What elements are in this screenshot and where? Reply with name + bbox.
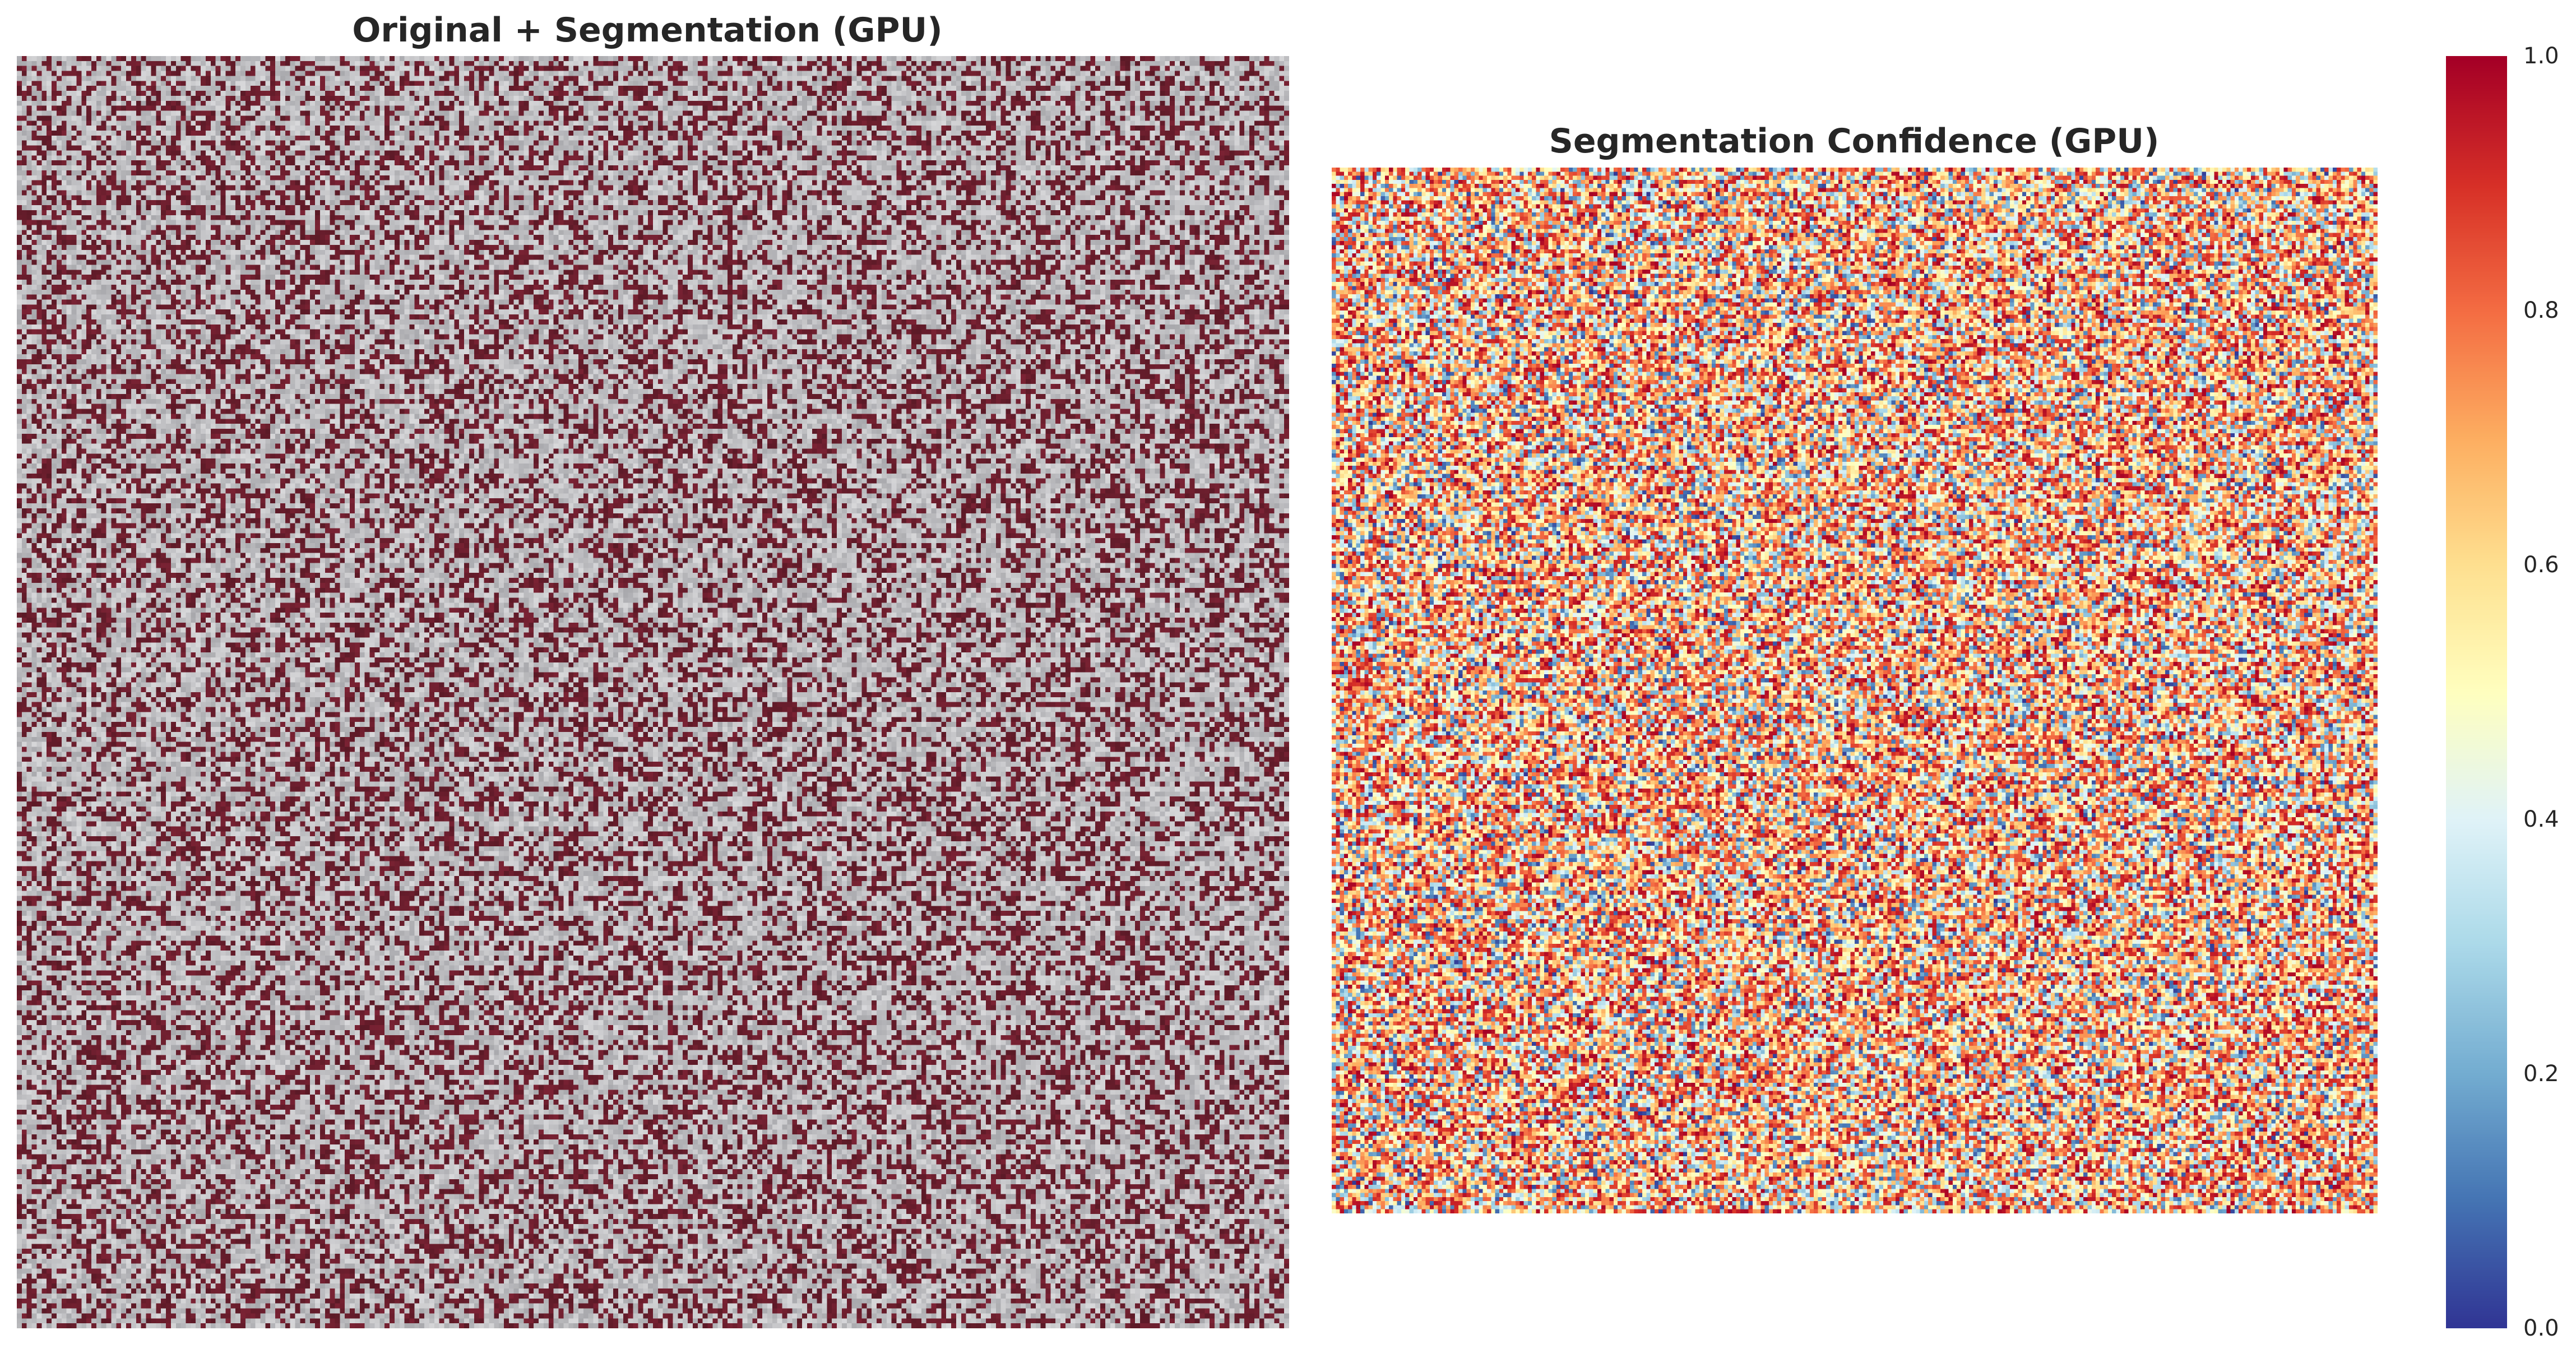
confidence-heatmap xyxy=(1332,168,2378,1213)
colorbar-tick-label: 0.2 xyxy=(2523,1061,2559,1087)
colorbar-tick-label: 0.0 xyxy=(2523,1315,2559,1341)
colorbar-tick-label: 0.4 xyxy=(2523,807,2559,832)
colorbar-tick-label: 0.6 xyxy=(2523,552,2559,578)
left-panel-title: Original + Segmentation (GPU) xyxy=(352,11,943,50)
colorbar-tick-label: 0.8 xyxy=(2523,298,2559,323)
right-panel-title: Segmentation Confidence (GPU) xyxy=(1549,122,2160,161)
segmentation-overlay-heatmap xyxy=(17,56,1289,1328)
colorbar xyxy=(2446,56,2507,1328)
colorbar-tick-label: 1.0 xyxy=(2523,43,2559,69)
